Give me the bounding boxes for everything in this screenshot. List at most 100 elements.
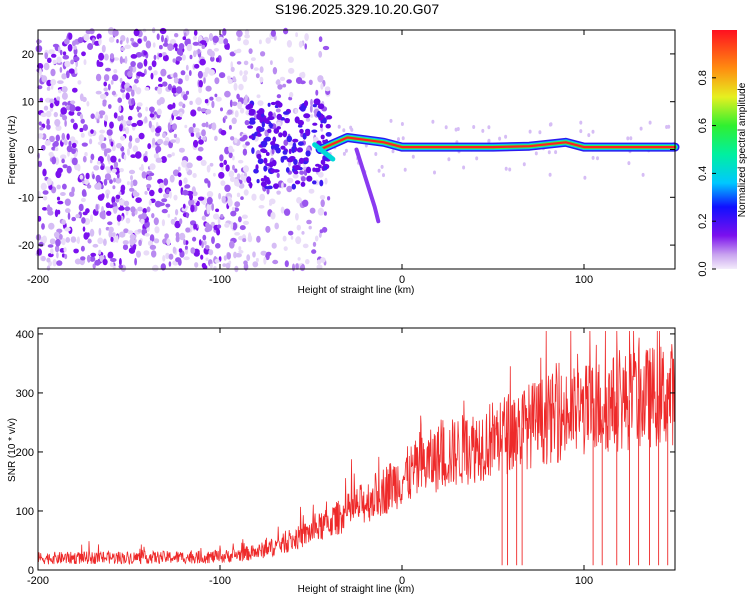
spectrum-dot xyxy=(178,179,183,187)
spectrum-dot xyxy=(327,196,331,201)
spectrum-dot xyxy=(113,112,118,119)
spectrum-dot xyxy=(118,206,125,211)
snr-panel: -200 -100 0 100 0 100 200 300 400 Height of stra… xyxy=(7,327,676,595)
spectrum-dot xyxy=(119,258,122,266)
spectrum-dot xyxy=(68,32,73,40)
spectrum-dot xyxy=(55,134,60,142)
spectrum-dot xyxy=(196,155,203,161)
spectrum-dot xyxy=(127,115,133,121)
spectrum-dot xyxy=(234,181,241,187)
spectrum-dot xyxy=(46,257,51,263)
spectrum-dot xyxy=(278,132,283,138)
spectrum-dot xyxy=(67,44,73,52)
figure-title: S196.2025.329.10.20.G07 xyxy=(275,1,439,17)
spectrum-dot xyxy=(247,125,254,129)
spectrum-dot xyxy=(288,230,294,236)
spectrum-dot xyxy=(538,130,542,135)
spectrum-dot xyxy=(146,183,152,189)
spectrum-dot xyxy=(82,155,87,163)
spectrum-dot xyxy=(132,42,139,48)
spectrum-dot xyxy=(223,255,227,261)
spectrum-dot xyxy=(299,264,306,272)
spectrum-dot xyxy=(123,154,127,161)
spectrum-dot xyxy=(230,136,235,141)
spectrum-dot xyxy=(237,101,243,110)
spectrum-dot xyxy=(288,148,292,154)
spectrum-dot xyxy=(299,80,306,85)
spectrum-dot xyxy=(149,189,155,197)
spectrum-dot xyxy=(65,208,71,214)
spectrum-dot xyxy=(183,256,190,261)
spectrum-dot xyxy=(265,225,271,233)
spectrum-dot xyxy=(282,150,288,155)
spectrum-dot xyxy=(322,139,326,144)
spectrum-dot xyxy=(255,73,260,79)
spectrum-dot xyxy=(50,248,54,255)
spectrum-dot xyxy=(80,118,85,124)
spectrum-dot xyxy=(106,210,112,216)
spectrum-dot xyxy=(113,161,119,168)
spectrum-dot xyxy=(215,243,221,249)
spectrum-dot xyxy=(315,89,319,96)
spectrum-dot xyxy=(127,148,130,156)
spectrum-dot xyxy=(122,93,125,100)
spectrum-dot xyxy=(292,263,295,272)
spectrum-dot xyxy=(96,33,102,40)
spectrum-dot xyxy=(95,90,102,95)
spectrum-dot xyxy=(263,175,267,179)
spectrum-dot xyxy=(201,129,206,137)
spectrum-dot xyxy=(272,67,278,75)
spectrum-dot xyxy=(135,151,142,159)
spectrum-dot xyxy=(131,89,135,97)
spectrum-dot xyxy=(256,179,260,184)
spectrum-dot xyxy=(304,157,309,162)
spectrum-dot xyxy=(95,204,99,212)
spectrum-dot xyxy=(47,210,54,216)
spectrum-dot xyxy=(137,38,142,44)
spectrum-dot xyxy=(60,192,66,196)
spectrum-dot xyxy=(64,227,71,232)
spectrum-dot xyxy=(268,111,273,118)
spectrum-dot xyxy=(80,197,86,203)
spectrum-dot xyxy=(587,133,591,138)
y-tick-label: 300 xyxy=(16,388,34,400)
spectrum-dot xyxy=(305,117,311,122)
spectrum-dot xyxy=(35,45,43,53)
spectrum-dot xyxy=(157,86,163,95)
spectrum-dot xyxy=(118,105,122,112)
spectrum-dot xyxy=(276,190,281,195)
spectrum-dot xyxy=(487,138,491,143)
spectrum-dot xyxy=(86,184,92,189)
spectrum-dot xyxy=(236,93,240,100)
spectrum-dot xyxy=(270,29,276,37)
spectrum-dot xyxy=(162,54,169,62)
spectrum-dot xyxy=(144,190,148,195)
spectrum-dot xyxy=(205,222,210,228)
spectrum-dot xyxy=(89,159,93,164)
spectrum-dot xyxy=(309,207,316,214)
spectrum-dot xyxy=(127,70,133,78)
spectrum-dot xyxy=(232,222,238,231)
spectrum-dot xyxy=(53,97,57,105)
spectrum-dot xyxy=(276,172,280,178)
spectrum-dot xyxy=(71,216,76,222)
spectrum-dot xyxy=(236,61,242,65)
spectrum-dot xyxy=(295,213,299,221)
spectrum-dot xyxy=(300,105,306,112)
spectrum-dot xyxy=(181,54,186,61)
spectrum-dot xyxy=(205,121,209,128)
spectrum-dot xyxy=(237,36,241,42)
spectrum-dot xyxy=(252,251,256,258)
spectrum-dot xyxy=(179,111,183,118)
spectrum-dot xyxy=(120,184,126,192)
spectrum-dot xyxy=(124,206,131,211)
spectrum-dot xyxy=(57,200,64,205)
y-tick-label: -20 xyxy=(18,240,34,252)
spectrum-dot xyxy=(215,96,222,102)
spectrum-dot xyxy=(195,97,202,106)
spectrum-dot xyxy=(296,224,301,231)
spectrum-dot xyxy=(47,253,54,258)
spectrum-dot xyxy=(53,111,58,118)
spectrum-dot xyxy=(289,91,294,98)
spectrum-dot xyxy=(297,257,301,261)
